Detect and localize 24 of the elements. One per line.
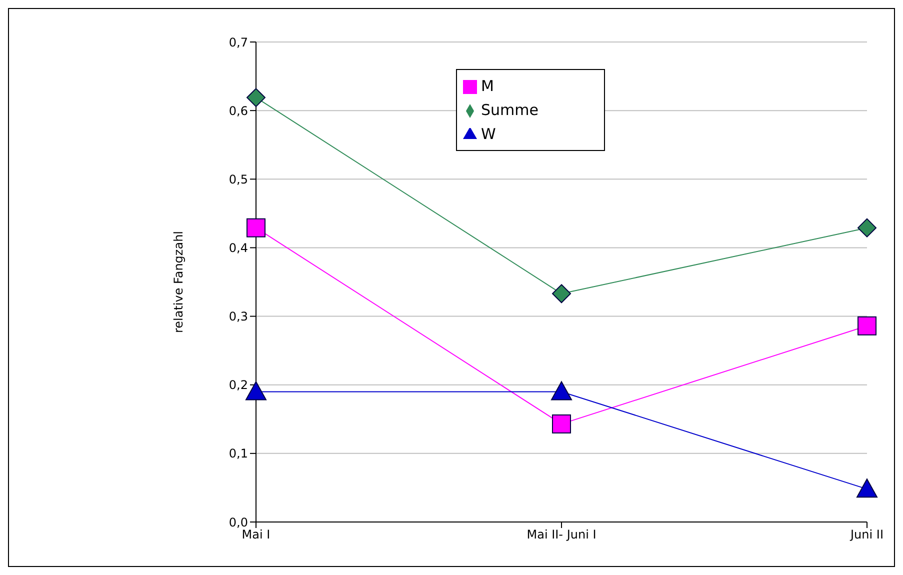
point [856, 478, 878, 498]
y-axis-title: relative Fangzahl [171, 230, 186, 334]
legend-label: Summe [481, 101, 538, 119]
y-tick-label: 0,1 [228, 446, 248, 461]
y-tick-label: 0,4 [228, 240, 248, 255]
point [858, 316, 876, 336]
point [246, 88, 266, 108]
y-tick-label: 0,7 [228, 35, 248, 50]
point [552, 414, 571, 434]
point [246, 381, 266, 400]
point [552, 284, 571, 304]
legend-label: M [481, 77, 494, 95]
legend-label: W [481, 125, 496, 143]
point [858, 218, 876, 238]
point [551, 381, 572, 400]
x-tick-label: Mai I [242, 528, 270, 542]
x-tick-label: Juni II [850, 528, 884, 542]
y-tick-label: 0,5 [228, 172, 248, 186]
y-tick-label: 0,0 [228, 515, 248, 530]
y-tick-label: 0,2 [228, 378, 248, 392]
x-tick-label: Mai II- Juni I [526, 528, 596, 542]
point [246, 218, 266, 238]
y-tick-label: 0,6 [228, 104, 248, 118]
y-tick-label: 0,3 [228, 310, 248, 324]
